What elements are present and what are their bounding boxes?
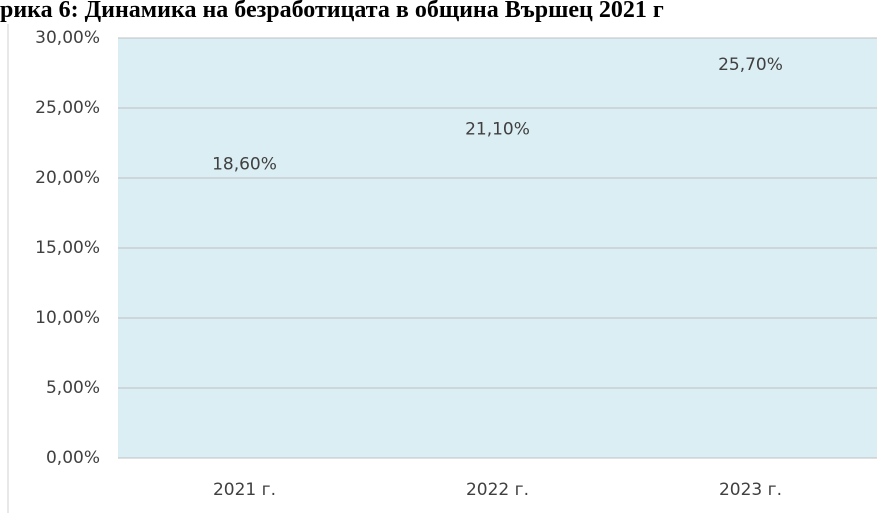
x-tick-label: 2022 г.	[466, 480, 529, 500]
y-tick-label: 10,00%	[35, 308, 100, 328]
y-tick-label: 15,00%	[35, 238, 100, 258]
data-label: 18,60%	[212, 155, 277, 175]
x-tick-label: 2023 г.	[719, 480, 782, 500]
chart-title: рика 6: Динамика на безработицата в общи…	[0, 0, 664, 23]
y-tick-label: 20,00%	[35, 168, 100, 188]
y-tick-label: 0,00%	[46, 448, 100, 468]
data-label: 25,70%	[718, 55, 783, 75]
y-tick-label: 25,00%	[35, 98, 100, 118]
data-label: 21,10%	[465, 120, 530, 140]
x-tick-label: 2021 г.	[213, 480, 276, 500]
y-tick-label: 5,00%	[46, 378, 100, 398]
y-tick-label: 30,00%	[35, 28, 100, 48]
